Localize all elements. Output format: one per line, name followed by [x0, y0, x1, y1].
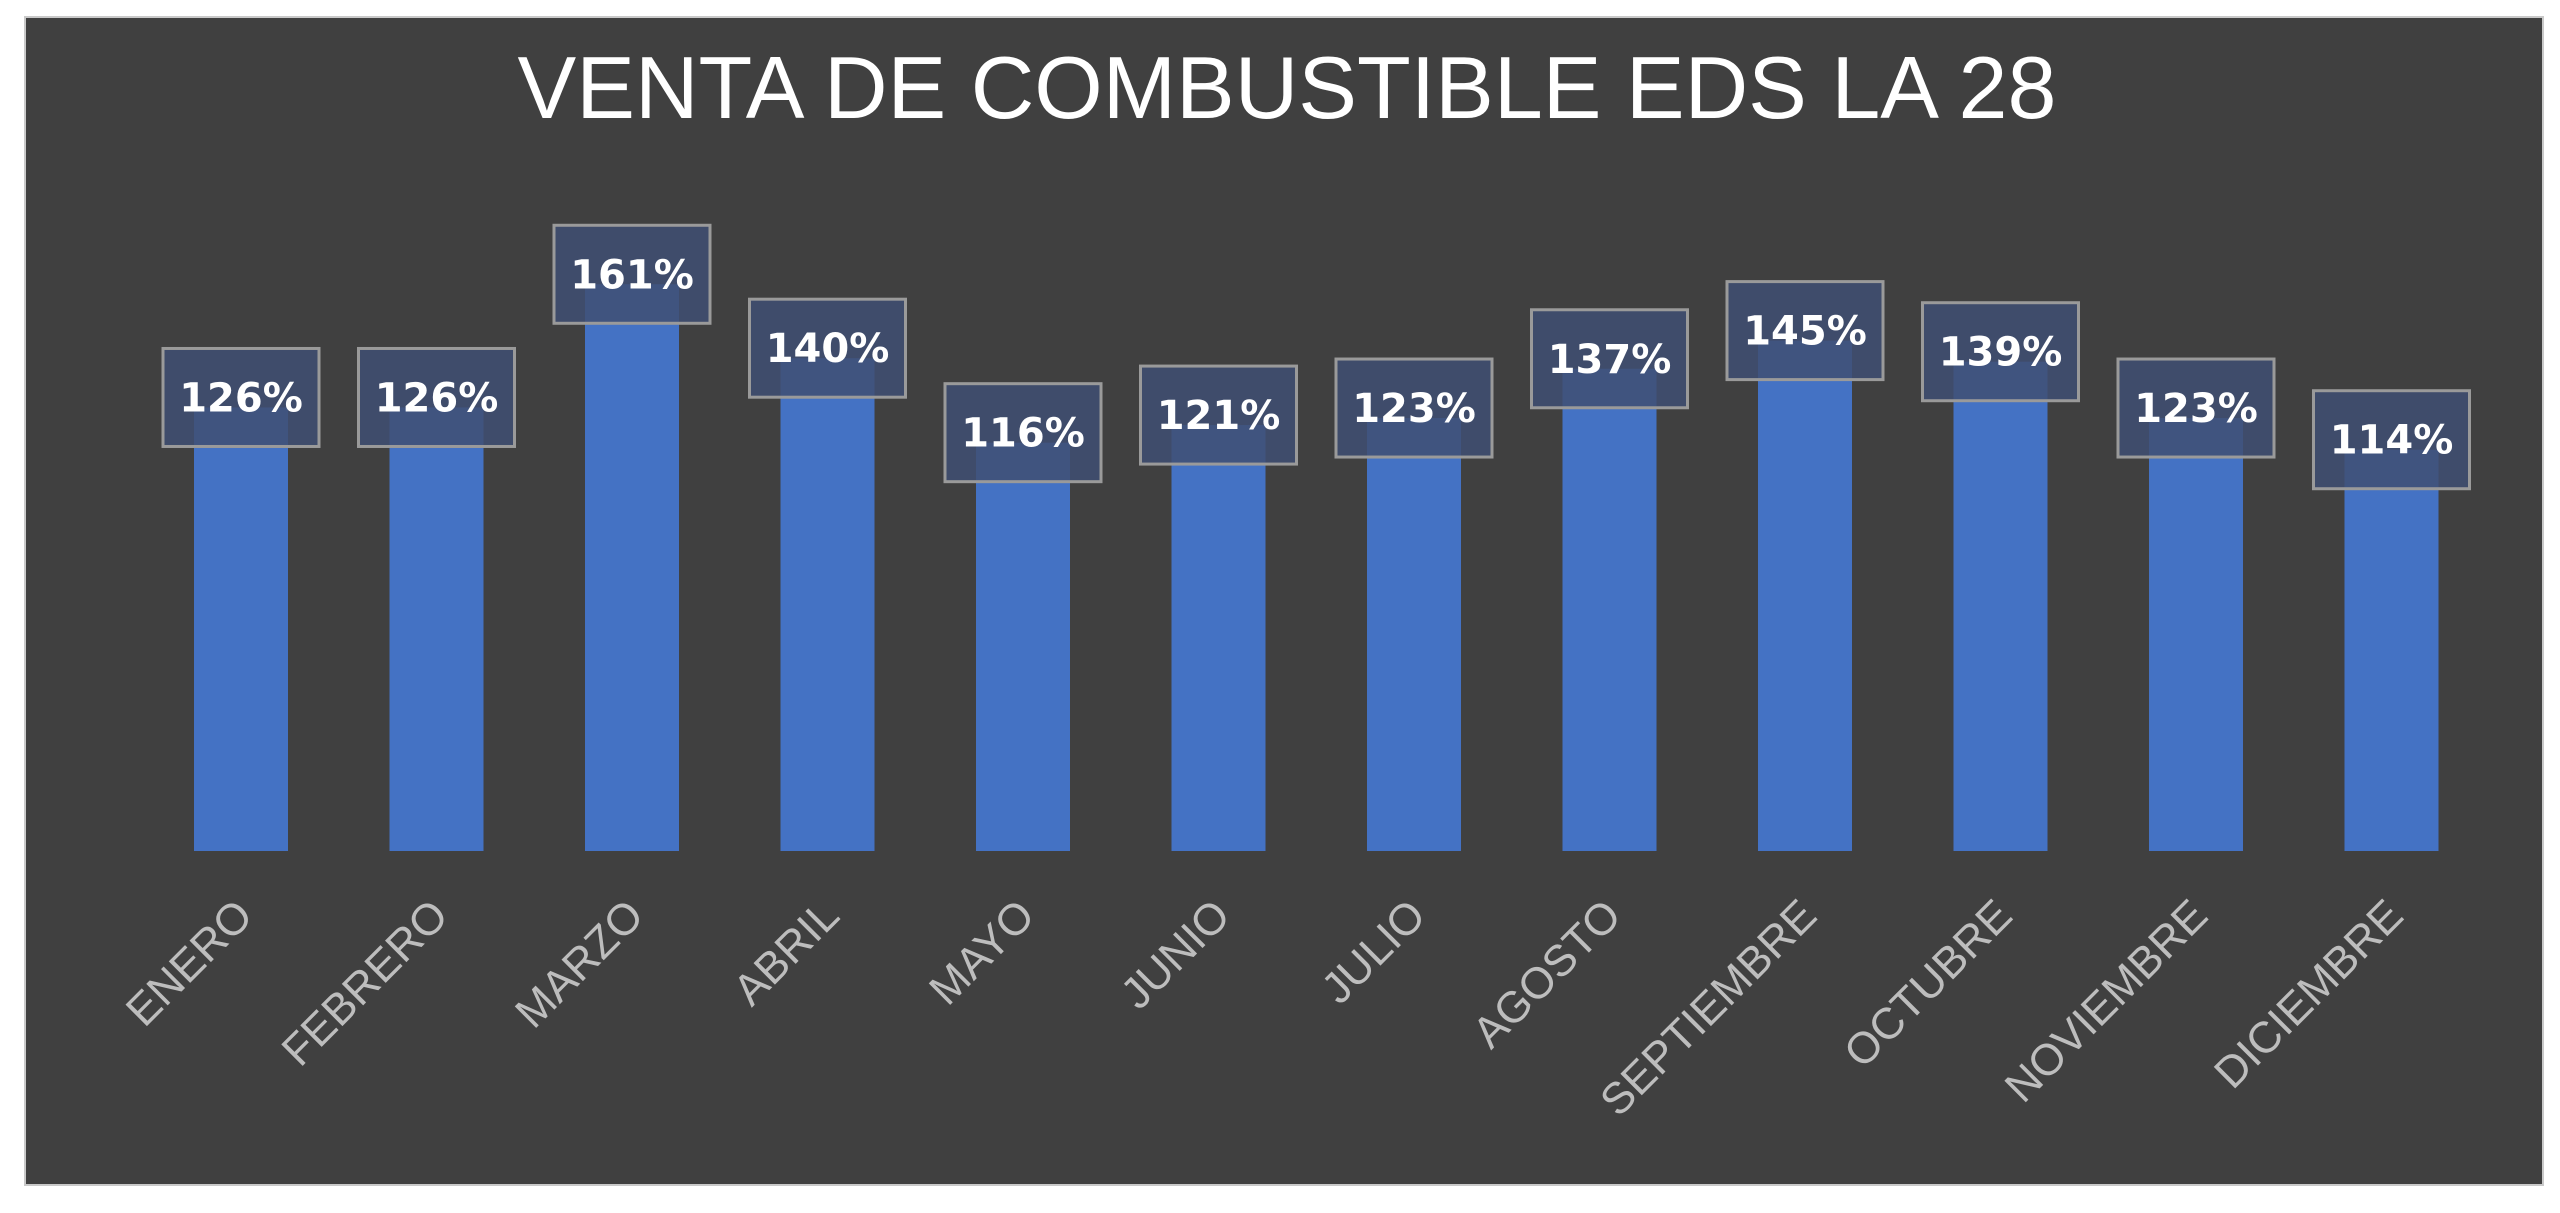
bars [194, 284, 2439, 851]
data-label: 145% [1743, 309, 1867, 355]
data-label-box [1725, 280, 1885, 382]
bar-octubre [1953, 361, 2048, 851]
bar-abril [780, 358, 875, 851]
data-label-box [1139, 364, 1298, 466]
x-tick-label: MARZO [506, 890, 653, 1037]
data-label: 123% [1352, 386, 1476, 432]
data-label-box [2116, 357, 2276, 459]
bar-marzo [585, 284, 679, 851]
data-label: 116% [961, 411, 1085, 457]
bar-febrero [389, 407, 484, 851]
bar-julio [1367, 418, 1461, 851]
x-tick-label: AGOSTO [1463, 890, 1630, 1057]
data-label: 126% [375, 375, 499, 421]
bar-septiembre [1758, 340, 1852, 851]
bar-agosto [1562, 368, 1657, 851]
chart-title: VENTA DE COMBUSTIBLE EDS LA 28 [518, 38, 2057, 137]
bar-mayo [976, 442, 1070, 851]
x-tick-label: JUNIO [1112, 890, 1240, 1018]
data-label: 139% [1939, 330, 2063, 376]
data-label: 161% [570, 252, 694, 298]
bar-junio [1171, 425, 1266, 851]
data-label-box [2312, 389, 2471, 491]
bar-enero [194, 407, 288, 851]
x-tick-label: MAYO [920, 890, 1044, 1014]
data-label: 126% [179, 375, 303, 421]
data-label-box [161, 346, 321, 448]
x-tick-label: JULIO [1312, 890, 1435, 1013]
data-label: 123% [2134, 386, 2258, 432]
data-label: 121% [1157, 393, 1281, 439]
data-label-box [357, 346, 516, 448]
x-tick-label: OCTUBRE [1835, 890, 2022, 1077]
x-tick-label: ABRIL [724, 890, 849, 1015]
x-axis-ticks: ENERO FEBRERO MARZO ABRIL MAYO JUNIO JULIO AGOS… [117, 890, 2413, 1125]
data-label-box [1334, 357, 1494, 459]
data-label-box [552, 223, 712, 325]
data-label: 140% [766, 326, 890, 372]
data-label: 137% [1548, 337, 1672, 383]
x-tick-label: DICIEMBRE [2205, 890, 2413, 1098]
data-label: 114% [2330, 418, 2454, 464]
data-label-box [1921, 301, 2080, 403]
data-label-box [1530, 308, 1689, 410]
x-tick-label: FEBRERO [273, 890, 458, 1075]
data-label-box [943, 382, 1103, 484]
x-tick-label: NOVIEMBRE [1996, 890, 2217, 1111]
bar-diciembre [2344, 449, 2439, 851]
x-tick-label: ENERO [117, 890, 262, 1035]
data-labels: 126% 126% 161% 140% 116% 121% 123% 137% 145% 139%… [161, 223, 2471, 491]
bar-noviembre [2149, 418, 2243, 851]
data-label-box [748, 297, 907, 399]
